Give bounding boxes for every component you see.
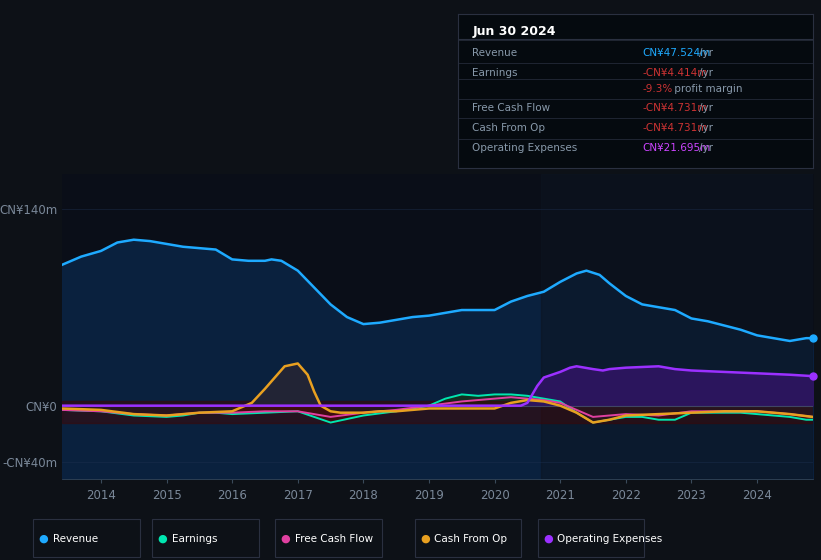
Text: /yr: /yr xyxy=(699,143,713,153)
Text: CN¥47.524m: CN¥47.524m xyxy=(643,48,711,58)
Text: ●: ● xyxy=(420,534,430,544)
Text: /yr: /yr xyxy=(699,123,713,133)
Bar xyxy=(62,402,813,423)
Text: Earnings: Earnings xyxy=(472,68,518,78)
Text: profit margin: profit margin xyxy=(671,85,742,95)
Text: Revenue: Revenue xyxy=(53,534,98,544)
Text: Free Cash Flow: Free Cash Flow xyxy=(472,103,550,113)
Text: -CN¥4.414m: -CN¥4.414m xyxy=(643,68,708,78)
Text: ●: ● xyxy=(544,534,553,544)
Text: Operating Expenses: Operating Expenses xyxy=(557,534,663,544)
Text: Operating Expenses: Operating Expenses xyxy=(472,143,577,153)
Text: Earnings: Earnings xyxy=(172,534,217,544)
Text: /yr: /yr xyxy=(699,103,713,113)
Text: Cash From Op: Cash From Op xyxy=(434,534,507,544)
Text: /yr: /yr xyxy=(699,68,713,78)
Text: Jun 30 2024: Jun 30 2024 xyxy=(472,25,556,38)
Text: CN¥21.695m: CN¥21.695m xyxy=(643,143,711,153)
Text: Free Cash Flow: Free Cash Flow xyxy=(295,534,373,544)
Text: -CN¥4.731m: -CN¥4.731m xyxy=(643,103,708,113)
Text: -CN¥4.731m: -CN¥4.731m xyxy=(643,123,708,133)
Text: ●: ● xyxy=(281,534,291,544)
Text: /yr: /yr xyxy=(699,48,713,58)
Text: Revenue: Revenue xyxy=(472,48,517,58)
Text: -9.3%: -9.3% xyxy=(643,85,672,95)
Text: ●: ● xyxy=(39,534,48,544)
Text: Cash From Op: Cash From Op xyxy=(472,123,545,133)
Bar xyxy=(540,174,813,479)
Text: ●: ● xyxy=(158,534,167,544)
